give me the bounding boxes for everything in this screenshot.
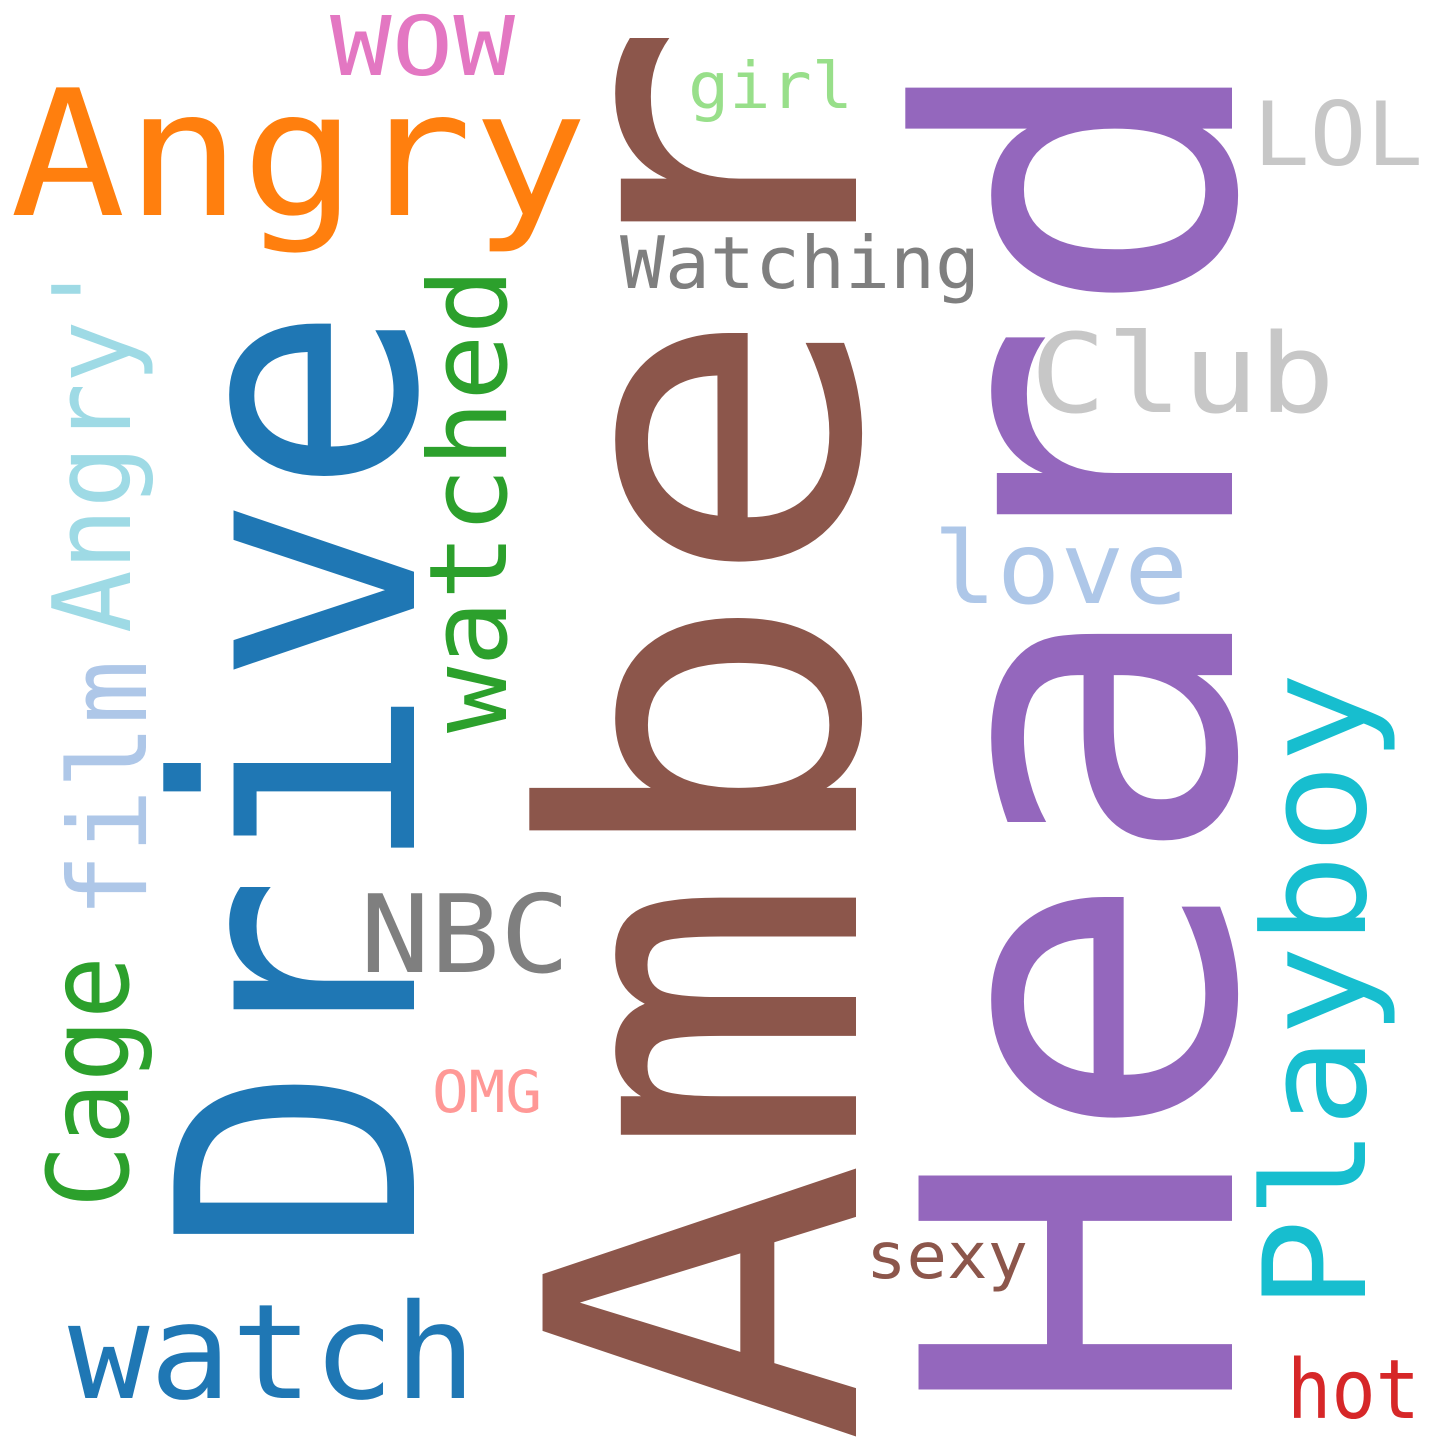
word-watched: watched xyxy=(407,268,532,733)
word-watching: Watching xyxy=(620,221,980,305)
word-watch: watch xyxy=(68,1276,476,1430)
word-hot: hot xyxy=(1287,1343,1420,1438)
word-cage: Cage xyxy=(25,956,155,1208)
word-playboy: Playboy xyxy=(1234,672,1399,1310)
word-omg: OMG xyxy=(432,1058,542,1126)
word-love: love xyxy=(933,510,1188,627)
word-nbc: NBC xyxy=(360,873,570,998)
word-amber: Amber xyxy=(458,20,958,1440)
word-angry: Angry xyxy=(10,54,588,257)
word-film: film xyxy=(47,660,172,918)
word-drive: Drive xyxy=(108,305,492,1255)
word-lol: LOL xyxy=(1253,83,1423,186)
word-angry-quote: Angry' xyxy=(31,258,156,633)
word-sexy: sexy xyxy=(866,1220,1028,1294)
word-girl: girl xyxy=(688,50,853,124)
word-heard: Heard xyxy=(834,45,1334,1420)
word-wow: WOW xyxy=(330,0,516,95)
word-club: Club xyxy=(1030,310,1335,438)
